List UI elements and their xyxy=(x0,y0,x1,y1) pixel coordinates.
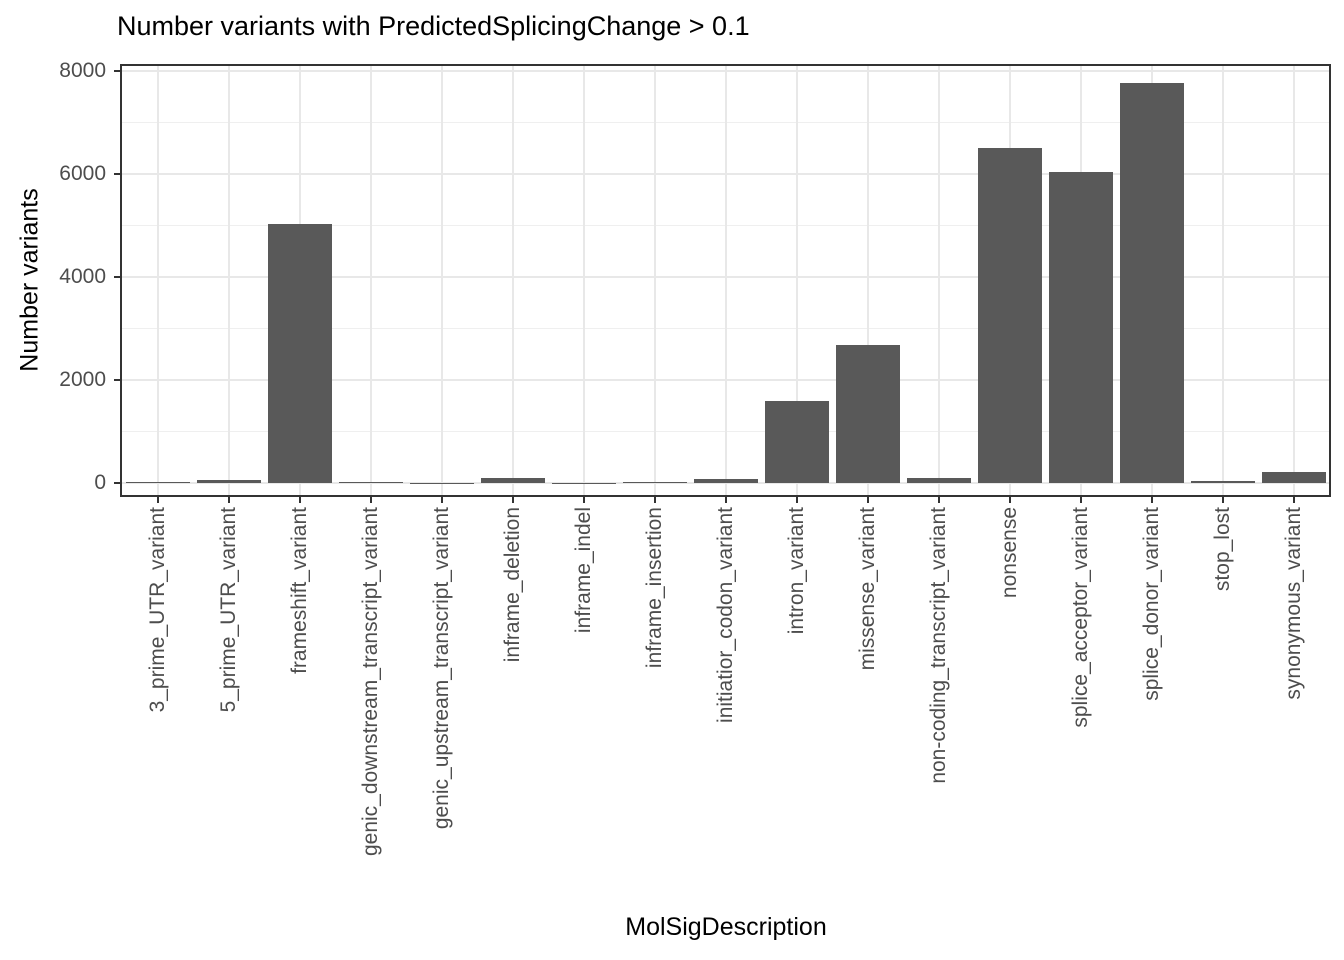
x-tick-label: genic_downstream_transcript_variant xyxy=(358,507,382,857)
x-tick-label: 3_prime_UTR_variant xyxy=(145,507,169,713)
y-tick-label: 4000 xyxy=(59,265,106,288)
x-tick-mark xyxy=(866,497,869,503)
y-tick-label: 8000 xyxy=(59,59,106,82)
x-tick-mark xyxy=(440,497,443,503)
y-tick-mark xyxy=(114,482,120,484)
bar xyxy=(338,481,403,483)
bar xyxy=(835,345,900,483)
x-tick-label: nonsense xyxy=(997,507,1021,599)
gridline-major-vertical xyxy=(227,66,230,495)
bar xyxy=(977,147,1042,483)
bar xyxy=(196,480,261,483)
bar xyxy=(622,481,687,483)
gridline-major-vertical xyxy=(724,66,727,495)
gridline-major-vertical xyxy=(582,66,585,495)
bar xyxy=(1048,172,1113,483)
gridline-major-vertical xyxy=(937,66,940,495)
x-tick-label: inframe_insertion xyxy=(642,507,666,669)
gridline-major-vertical xyxy=(156,66,159,495)
y-tick-mark xyxy=(114,70,120,72)
x-tick-label: missense_variant xyxy=(855,507,879,671)
x-tick-label: 5_prime_UTR_variant xyxy=(216,507,240,713)
gridline-major-vertical xyxy=(511,66,514,495)
x-tick-mark xyxy=(653,497,656,503)
x-tick-mark xyxy=(1079,497,1082,503)
y-tick-label: 0 xyxy=(94,471,106,494)
gridline-major-vertical xyxy=(440,66,443,495)
x-tick-mark xyxy=(724,497,727,503)
y-tick-mark xyxy=(114,276,120,278)
y-tick-mark xyxy=(114,379,120,381)
x-tick-mark xyxy=(511,497,514,503)
x-tick-label: splice_donor_variant xyxy=(1139,507,1163,701)
bar xyxy=(1190,480,1255,483)
gridline-major-vertical xyxy=(653,66,656,495)
x-tick-label: inframe_indel xyxy=(571,507,595,634)
bar xyxy=(480,477,545,483)
x-tick-label: initiatior_codon_variant xyxy=(713,507,737,723)
bar xyxy=(693,478,758,483)
gridline-major-vertical xyxy=(795,66,798,495)
plot-panel xyxy=(120,64,1331,497)
gridline-major-vertical xyxy=(369,66,372,495)
x-tick-mark xyxy=(1008,497,1011,503)
bar xyxy=(1119,83,1184,483)
x-tick-label: inframe_deletion xyxy=(500,507,524,663)
bar xyxy=(1261,471,1326,483)
x-tick-mark xyxy=(1150,497,1153,503)
gridline-major-vertical xyxy=(1221,66,1224,495)
x-tick-mark xyxy=(1221,497,1224,503)
bar xyxy=(906,478,971,483)
x-tick-label: genic_upstream_transcript_variant xyxy=(429,507,453,830)
bar xyxy=(125,481,190,483)
x-tick-label: synonymous_variant xyxy=(1281,507,1305,700)
bar xyxy=(764,401,829,483)
chart-title: Number variants with PredictedSplicingCh… xyxy=(117,11,750,41)
x-tick-mark xyxy=(937,497,940,503)
x-tick-label: splice_acceptor_variant xyxy=(1068,507,1092,728)
gridline-major-vertical xyxy=(1292,66,1295,495)
y-tick-label: 2000 xyxy=(59,368,106,391)
x-axis-title: MolSigDescription xyxy=(625,913,827,941)
x-tick-mark xyxy=(156,497,159,503)
y-tick-label: 6000 xyxy=(59,162,106,185)
x-tick-label: stop_lost xyxy=(1210,507,1234,592)
x-tick-label: intron_variant xyxy=(784,507,808,635)
x-tick-mark xyxy=(582,497,585,503)
x-tick-mark xyxy=(1292,497,1295,503)
y-tick-mark xyxy=(114,173,120,175)
x-tick-mark xyxy=(369,497,372,503)
bar xyxy=(267,223,332,483)
x-tick-mark xyxy=(227,497,230,503)
x-tick-label: non-coding_transcript_variant xyxy=(926,507,950,784)
x-tick-mark xyxy=(298,497,301,503)
x-tick-label: frameshift_variant xyxy=(287,507,311,674)
gridline-major-vertical xyxy=(866,66,869,495)
x-tick-mark xyxy=(795,497,798,503)
